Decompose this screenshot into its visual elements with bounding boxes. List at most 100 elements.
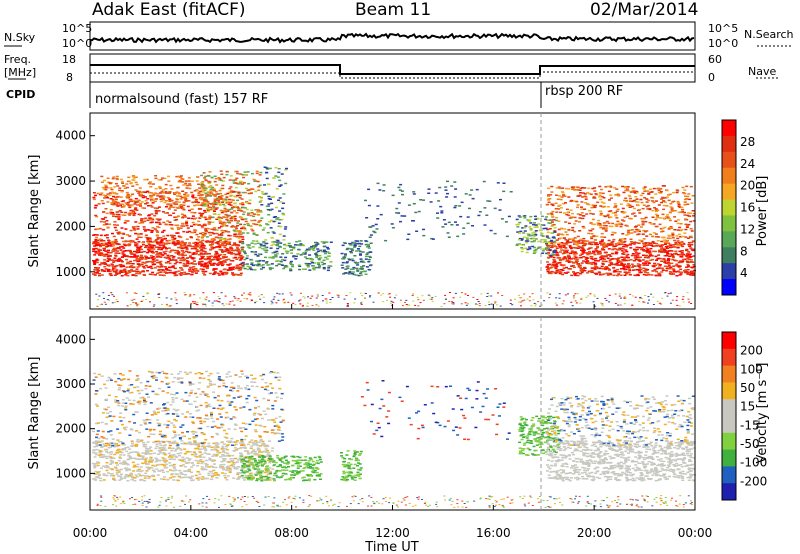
power-cell xyxy=(240,258,244,260)
power-cell xyxy=(666,239,669,242)
power-cell xyxy=(238,240,242,242)
power-cell xyxy=(120,260,123,262)
power-cell xyxy=(220,211,224,214)
power-cell xyxy=(553,249,557,252)
power-cell xyxy=(275,188,279,190)
power-cell xyxy=(298,300,300,302)
power-cell xyxy=(116,224,119,226)
power-cell xyxy=(234,256,238,259)
power-cell xyxy=(167,180,171,182)
power-cell xyxy=(162,196,166,198)
power-cell xyxy=(606,185,610,188)
power-cell xyxy=(230,226,234,228)
power-cell xyxy=(254,264,258,266)
power-cell xyxy=(686,271,689,274)
power-cell xyxy=(191,271,195,273)
power-cell xyxy=(589,252,593,254)
power-cell xyxy=(627,271,631,274)
power-cell xyxy=(231,244,235,246)
power-cell xyxy=(259,199,263,202)
power-cell xyxy=(327,265,331,267)
power-cell xyxy=(104,195,108,197)
power-cell xyxy=(666,214,669,216)
power-cell xyxy=(576,247,580,249)
power-cell xyxy=(143,230,147,232)
power-cell xyxy=(289,263,293,265)
power-cell xyxy=(265,177,269,180)
cpid-program-1: normalsound (fast) 157 RF xyxy=(95,92,269,107)
power-cell xyxy=(251,240,255,242)
power-cell xyxy=(182,230,186,233)
power-cell xyxy=(609,243,612,246)
power-cell xyxy=(232,226,236,228)
power-cell xyxy=(646,248,650,251)
power-cell xyxy=(92,260,95,262)
power-cell xyxy=(140,258,144,260)
power-cell xyxy=(618,247,622,250)
power-cell xyxy=(139,193,143,196)
power-cell xyxy=(183,243,187,246)
power-cell xyxy=(579,268,583,270)
power-cell xyxy=(607,239,611,242)
power-cell xyxy=(322,268,326,270)
power-cell xyxy=(212,194,216,196)
power-cell xyxy=(234,249,238,251)
power-cell xyxy=(304,262,308,265)
power-cell xyxy=(95,228,99,230)
power-cell xyxy=(547,199,550,201)
power-cell xyxy=(412,191,416,193)
cpid-label: CPID xyxy=(6,88,36,101)
power-cell xyxy=(309,297,312,299)
power-cell xyxy=(600,265,604,268)
power-cell xyxy=(579,256,583,259)
power-cell xyxy=(558,204,562,206)
power-cell xyxy=(167,175,170,178)
power-cell xyxy=(241,248,244,251)
power-cell xyxy=(443,303,446,305)
power-cell xyxy=(444,298,447,300)
power-cell xyxy=(153,192,157,195)
power-cell xyxy=(108,192,112,194)
power-cell xyxy=(571,187,575,190)
power-cell xyxy=(217,301,220,303)
power-cell xyxy=(554,245,558,248)
power-cell xyxy=(231,225,235,227)
power-cell xyxy=(193,204,197,207)
power-cell xyxy=(282,239,286,241)
power-cell xyxy=(217,245,221,248)
power-cell xyxy=(110,264,114,266)
power-cell xyxy=(447,236,451,238)
power-cell xyxy=(95,267,99,270)
power-cell xyxy=(681,252,685,255)
power-cell xyxy=(220,195,224,197)
power-cell xyxy=(132,214,136,217)
power-cell xyxy=(144,234,148,236)
power-cell xyxy=(287,244,291,247)
power-cell xyxy=(637,252,641,255)
power-cell xyxy=(393,297,396,299)
power-cell xyxy=(182,259,186,262)
freq-series xyxy=(90,64,695,75)
power-cell xyxy=(264,262,268,264)
power-cell xyxy=(651,245,655,247)
power-cell xyxy=(163,201,167,204)
power-cell xyxy=(271,231,275,233)
power-colorbar-cell xyxy=(722,167,736,185)
power-cell xyxy=(516,223,520,226)
power-cell xyxy=(126,195,130,197)
power-cell xyxy=(638,209,641,211)
power-cell xyxy=(563,252,567,254)
power-cell xyxy=(184,250,188,253)
power-cell xyxy=(96,192,100,195)
power-cell xyxy=(655,233,658,235)
power-ytick-label: 3000 xyxy=(55,174,86,188)
power-cell xyxy=(108,270,112,273)
power-cell xyxy=(578,264,582,266)
power-cell xyxy=(598,242,602,244)
power-cell xyxy=(132,200,136,202)
power-cell xyxy=(181,242,185,244)
power-cell xyxy=(582,256,586,258)
power-cell xyxy=(587,187,591,190)
power-cell xyxy=(203,216,207,218)
power-cell xyxy=(667,234,671,237)
